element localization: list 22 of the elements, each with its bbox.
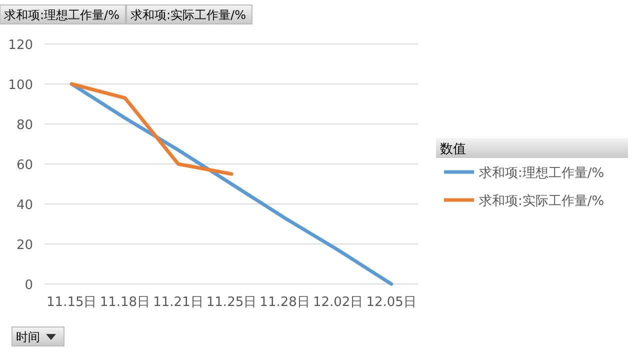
- line-series: [70, 82, 394, 286]
- text: 求和项:理想工作量/%: [4, 8, 120, 22]
- x-tick-label: 11.15日: [46, 295, 97, 310]
- x-tick-label: 11.28日: [260, 295, 310, 310]
- x-tick-label: 12.05日: [366, 295, 416, 310]
- y-tick-label: 80: [16, 118, 33, 133]
- x-tick-label: 11.21日: [153, 295, 204, 310]
- y-tick-label: 100: [8, 78, 33, 93]
- x-tick-label: 12.02日: [312, 295, 364, 310]
- legend-label: 求和项:理想工作量/%: [479, 166, 604, 181]
- legend-title: 数值: [440, 142, 466, 157]
- line-series: [70, 82, 234, 176]
- y-tick-label: 60: [16, 158, 33, 173]
- x-tick-label: 11.18日: [100, 295, 150, 310]
- y-tick-label: 0: [24, 278, 33, 293]
- legend-label: 求和项:实际工作量/%: [479, 194, 604, 209]
- text: 求和项:实际工作量/%: [130, 8, 246, 22]
- y-tick-label: 120: [8, 38, 33, 53]
- y-tick-label: 40: [16, 198, 33, 213]
- y-tick-label: 20: [16, 238, 33, 253]
- x-tick-label: 11.25日: [206, 295, 257, 310]
- x-axis-title: 时间: [16, 330, 40, 344]
